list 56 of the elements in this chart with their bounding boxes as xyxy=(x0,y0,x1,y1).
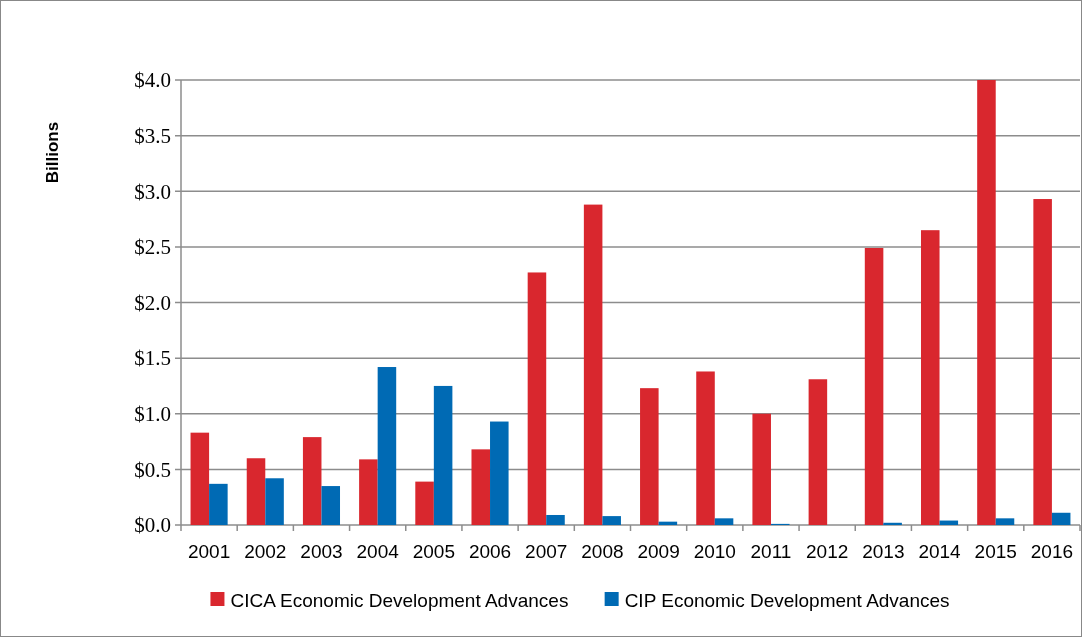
bar xyxy=(1033,199,1052,525)
bar xyxy=(209,483,228,525)
bar xyxy=(471,449,491,525)
y-tick-label: $0.5 xyxy=(134,457,171,482)
bar xyxy=(359,459,378,525)
x-tick-label: 2008 xyxy=(581,541,624,562)
x-tick-label: 2005 xyxy=(412,541,455,562)
x-tick-label: 2012 xyxy=(806,541,849,562)
bar xyxy=(265,478,284,525)
bar xyxy=(246,458,266,525)
legend-label: CIP Economic Development Advances xyxy=(624,589,950,611)
x-tick-label: 2002 xyxy=(244,541,287,562)
x-tick-label: 2004 xyxy=(356,541,400,562)
x-tick-label: 2013 xyxy=(862,541,905,562)
x-tick-label: 2011 xyxy=(750,541,792,562)
y-tick-label: $1.0 xyxy=(134,402,171,427)
x-tick-label: 2003 xyxy=(300,541,343,562)
bar xyxy=(714,518,734,525)
bar xyxy=(546,514,565,525)
bar xyxy=(920,230,940,525)
bar xyxy=(190,432,210,525)
bar xyxy=(527,272,547,525)
x-tick-label: 2016 xyxy=(1030,541,1074,562)
y-tick-label: $4.0 xyxy=(134,68,171,93)
bar xyxy=(433,385,453,525)
bar xyxy=(602,516,621,525)
y-tick-label: $3.0 xyxy=(134,179,171,204)
bar xyxy=(583,204,603,525)
y-tick-label: $1.5 xyxy=(134,346,171,371)
bar xyxy=(696,371,715,525)
bar xyxy=(302,437,322,525)
x-tick-label: 2015 xyxy=(974,541,1017,562)
bar xyxy=(883,522,902,525)
y-tick-label: $2.0 xyxy=(134,290,171,315)
bar xyxy=(1051,512,1071,525)
bar xyxy=(808,379,828,525)
bar xyxy=(864,247,884,525)
legend-label: CICA Economic Development Advances xyxy=(230,589,569,611)
y-tick-label: $3.5 xyxy=(134,123,171,148)
bar xyxy=(752,413,771,525)
y-tick-label: $0.0 xyxy=(134,513,171,538)
x-tick-label: 2009 xyxy=(637,541,680,562)
bar xyxy=(415,481,434,525)
x-tick-label: 2010 xyxy=(693,541,736,562)
x-tick-label: 2006 xyxy=(468,541,512,562)
y-tick-label: $2.5 xyxy=(134,235,171,260)
bar xyxy=(640,388,659,525)
bar xyxy=(321,486,341,525)
bar xyxy=(995,518,1015,525)
y-axis-title: Billions xyxy=(43,121,62,184)
bar xyxy=(977,80,996,525)
x-tick-label: 2007 xyxy=(525,541,568,562)
bar xyxy=(490,421,509,525)
x-tick-label: 2001 xyxy=(187,541,231,562)
bar xyxy=(377,367,397,525)
x-tick-label: 2014 xyxy=(918,541,962,562)
